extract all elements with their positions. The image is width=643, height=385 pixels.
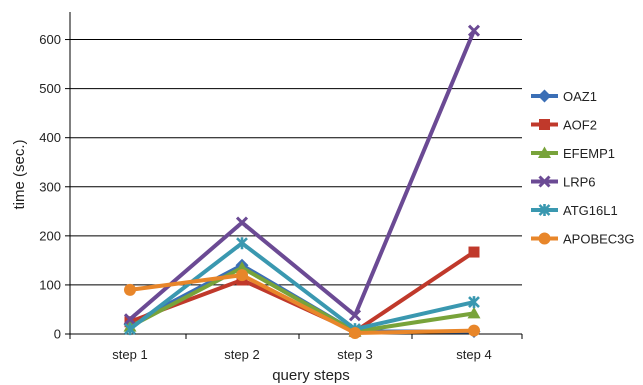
legend-label: ATG16L1 xyxy=(563,203,618,218)
series-lrp6 xyxy=(123,24,481,326)
legend-item-efemp1: EFEMP1 xyxy=(531,146,615,161)
y-tick-label: 100 xyxy=(39,277,61,292)
legend-marker xyxy=(538,89,551,103)
legend-label: LRP6 xyxy=(563,175,596,190)
legend-marker xyxy=(539,119,550,130)
x-tick-label: step 1 xyxy=(112,347,147,362)
data-point xyxy=(467,24,481,37)
legend-marker xyxy=(538,146,551,158)
data-point xyxy=(123,313,137,326)
y-axis-title: time (sec.) xyxy=(11,139,28,209)
series-apobec3g xyxy=(124,269,480,340)
series-line xyxy=(129,265,475,334)
legend-item-oaz1: OAZ1 xyxy=(531,89,597,104)
series-group xyxy=(123,24,481,340)
data-point xyxy=(468,324,480,337)
series-line xyxy=(128,29,476,321)
data-point xyxy=(468,296,480,309)
data-point xyxy=(235,261,249,273)
data-point xyxy=(235,216,249,229)
legend-item-aof2: AOF2 xyxy=(531,118,597,133)
data-point xyxy=(236,269,248,282)
data-point xyxy=(348,309,362,322)
y-tick-label: 600 xyxy=(39,32,61,47)
legend-marker xyxy=(538,204,551,216)
y-tick-label: 300 xyxy=(39,179,61,194)
y-tick-label: 500 xyxy=(39,81,61,96)
data-point xyxy=(468,246,480,258)
legend-marker xyxy=(538,232,551,245)
series-line xyxy=(129,273,475,336)
data-point xyxy=(467,306,481,319)
y-tick-label: 0 xyxy=(54,327,61,342)
x-tick-label: step 3 xyxy=(337,347,372,362)
y-axis-ticks: 0 100 200 300 400 500 600 xyxy=(39,32,70,342)
x-tick-label: step 2 xyxy=(224,347,259,362)
data-point xyxy=(349,327,361,340)
x-tick-label: step 4 xyxy=(456,347,491,362)
y-tick-label: 200 xyxy=(39,228,61,243)
legend-label: AOF2 xyxy=(563,118,597,133)
legend: OAZ1 AOF2 EFEMP1 LRP6 ATG16L1 APOBEC3G xyxy=(531,89,635,247)
legend-label: OAZ1 xyxy=(563,89,597,104)
data-point xyxy=(124,323,136,336)
legend-item-lrp6: LRP6 xyxy=(531,175,596,190)
data-point xyxy=(236,237,248,250)
y-tick-label: 400 xyxy=(39,130,61,145)
legend-item-apobec3g: APOBEC3G xyxy=(531,232,635,247)
legend-marker xyxy=(538,175,551,188)
x-axis-ticks: step 1 step 2 step 3 step 4 xyxy=(69,334,523,362)
series-line xyxy=(128,241,475,332)
x-axis-title: query steps xyxy=(272,367,350,384)
legend-label: APOBEC3G xyxy=(563,232,635,247)
legend-label: EFEMP1 xyxy=(563,146,615,161)
gridlines xyxy=(70,39,522,286)
legend-item-atg16l1: ATG16L1 xyxy=(531,203,618,218)
data-point xyxy=(124,283,136,296)
